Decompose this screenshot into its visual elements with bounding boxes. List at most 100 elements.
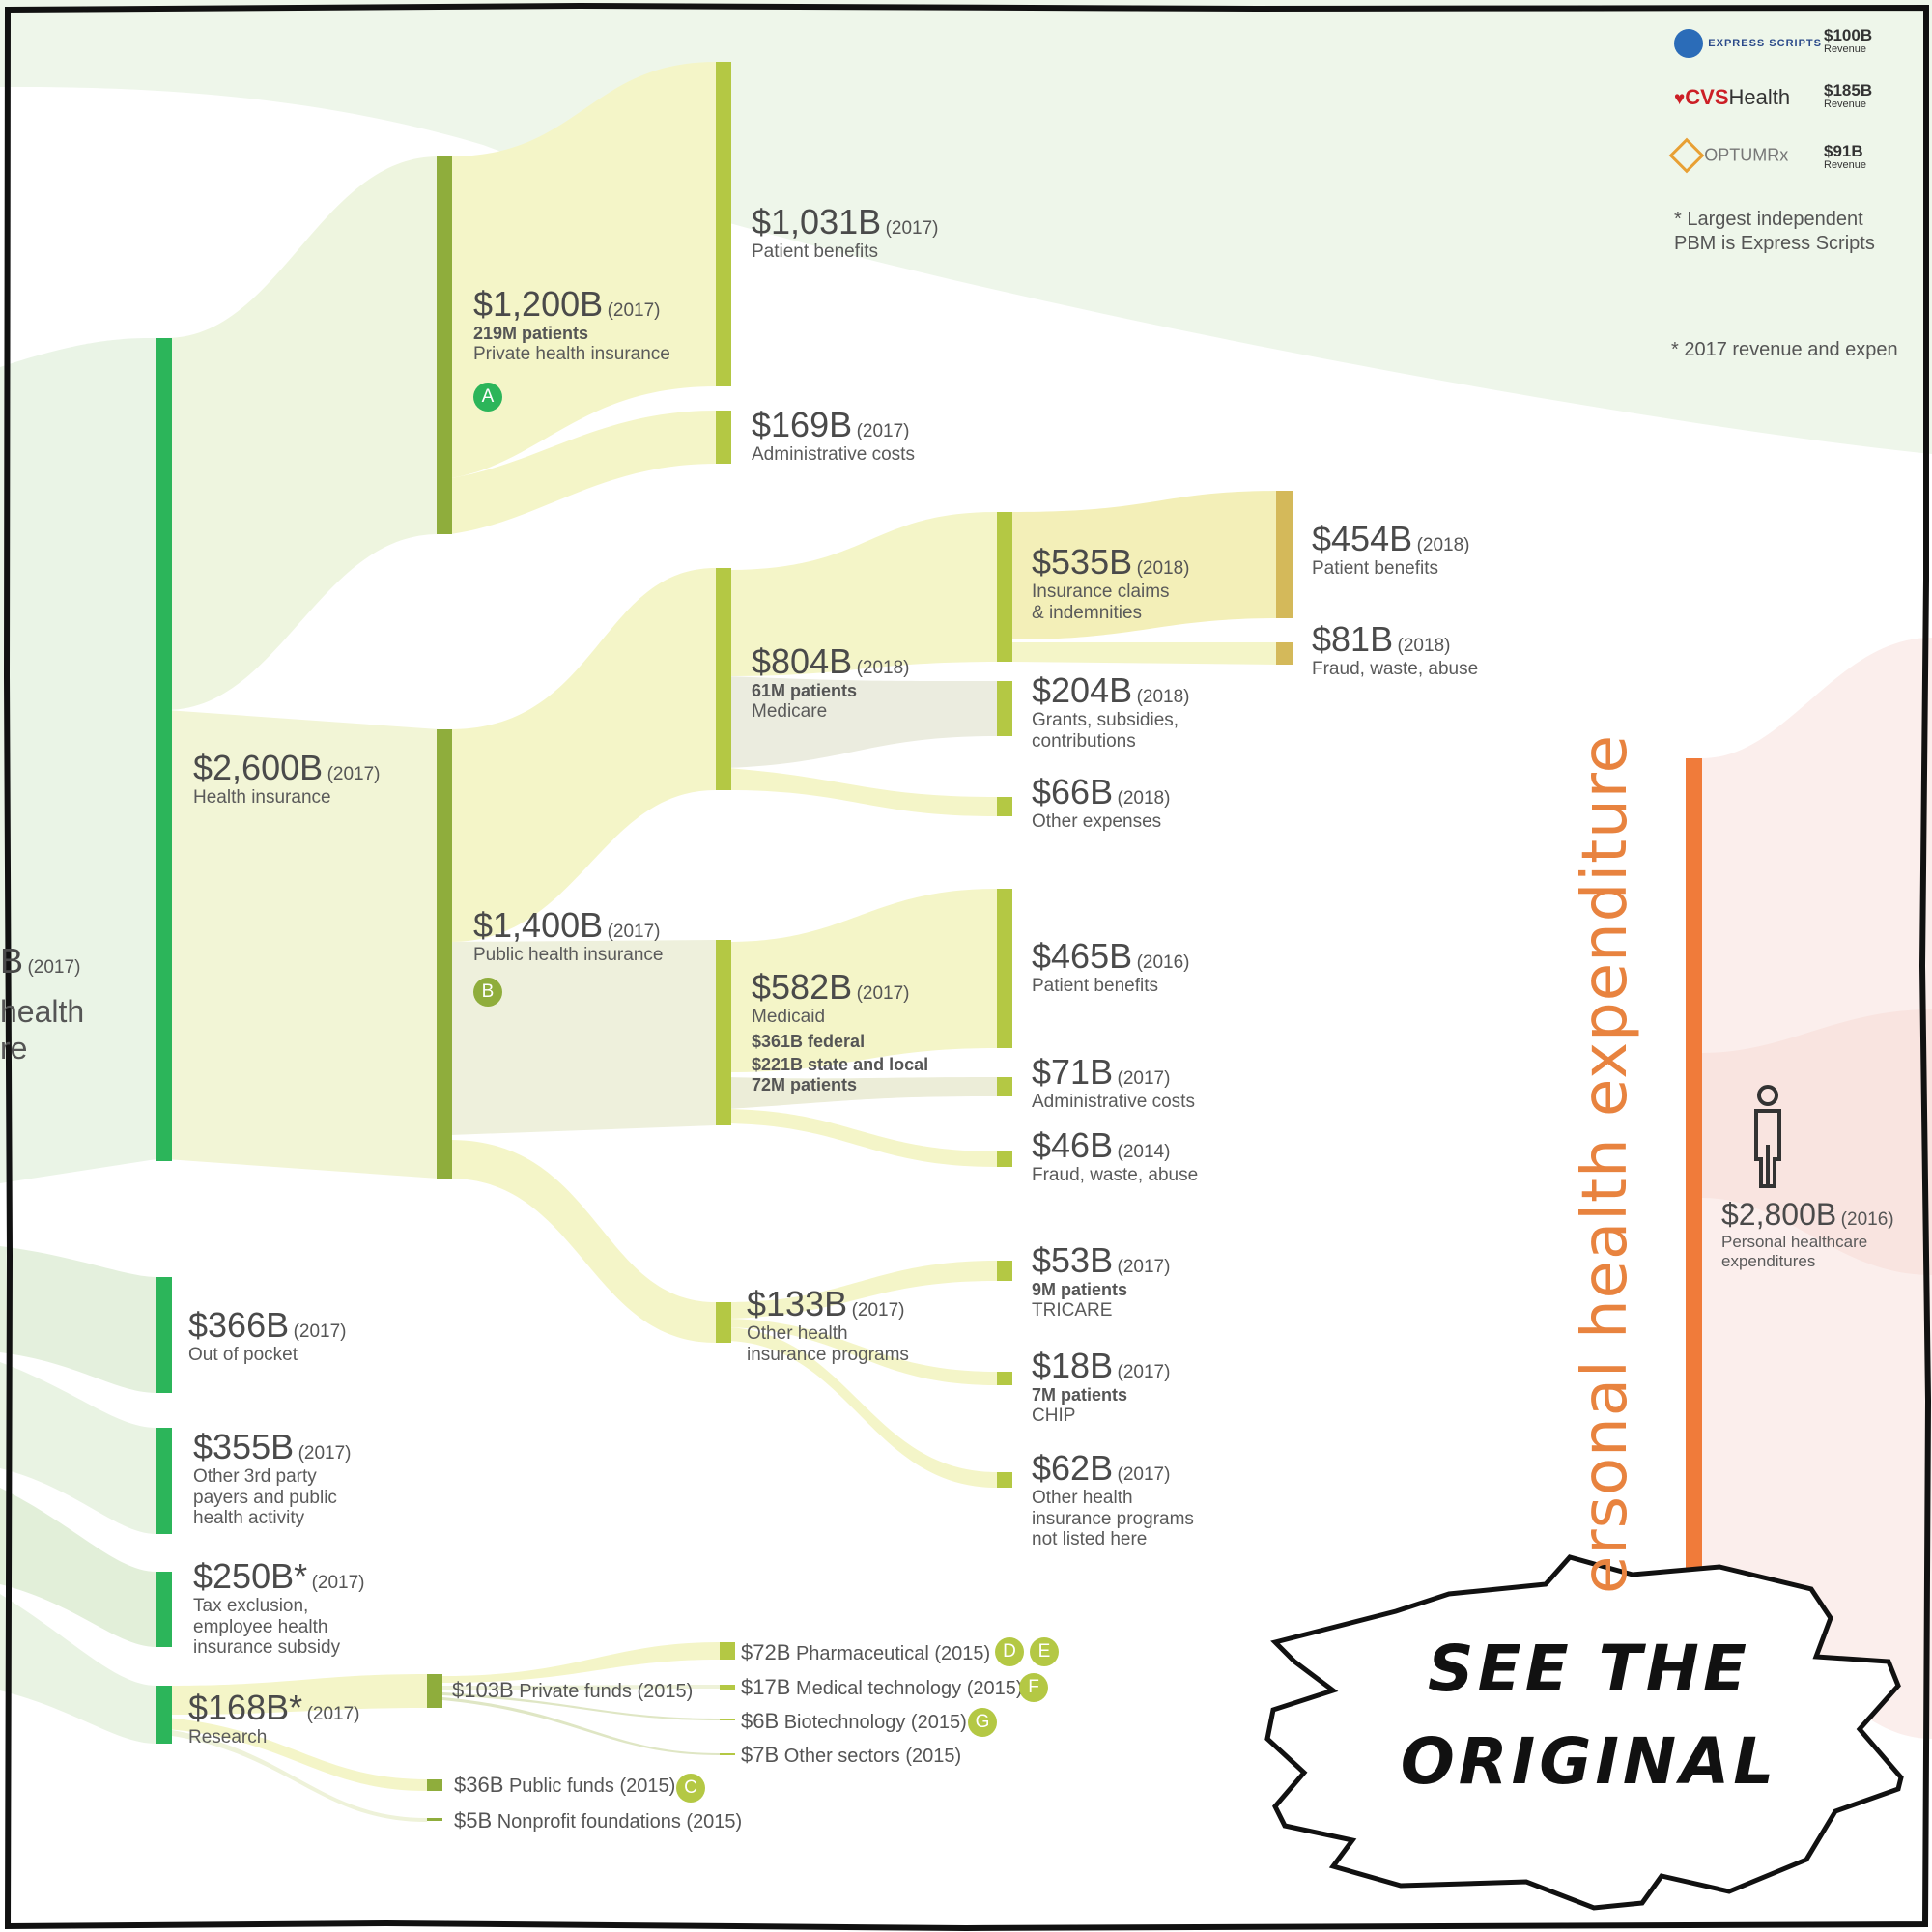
bar-medicare-grants [997, 681, 1012, 736]
see-original-burst [1264, 1554, 1904, 1911]
badge-b[interactable]: B [473, 978, 502, 1007]
year: (2017) [1117, 1257, 1171, 1277]
label-line-1: Grants, subsidies, [1032, 710, 1179, 731]
flow-research-nonprofit [166, 1729, 427, 1822]
value: $71B [1032, 1052, 1114, 1092]
value: $535B [1032, 542, 1133, 582]
flow-medicaid-fraud [727, 1109, 997, 1167]
year: (2018) [1397, 636, 1451, 656]
node-medicare: $804B (2018) 61M patients Medicare [752, 641, 909, 722]
label: Administrative costs [1032, 1092, 1195, 1113]
value: $17B [741, 1675, 791, 1699]
label: CHIP [1032, 1406, 1076, 1427]
value: $103B [452, 1678, 514, 1702]
flow-root-out-of-pocket [0, 1246, 156, 1393]
value: $6B [741, 1709, 780, 1733]
note-line-1: * Largest independent [1674, 209, 1863, 230]
label-line-2: insurance programs [1032, 1508, 1194, 1529]
node-public-health-insurance: $1,400B (2017) Public health insurance [473, 905, 663, 966]
see-the-original-text[interactable]: SEE THE ORIGINAL [1372, 1623, 1806, 1807]
node-public-funds: $36B Public funds (2015) [454, 1773, 675, 1798]
optum-icon [1668, 137, 1705, 174]
bar-medicaid-fraud [997, 1151, 1012, 1167]
node-health-insurance: $2,600B (2017) Health insurance [193, 748, 381, 809]
label-line-1: Other 3rd party [193, 1466, 317, 1488]
value: $81B [1312, 619, 1394, 659]
bar-medicare [716, 568, 731, 790]
node-private-funds: $103B Private funds (2015) [452, 1678, 693, 1703]
logo-text: OPTUMRx [1704, 145, 1789, 165]
year: (2017) [293, 1321, 347, 1342]
bar-private-admin [716, 411, 731, 464]
node-medicare-claims-fraud: $81B (2018) Fraud, waste, abuse [1312, 619, 1478, 680]
logo-text: EXPRESS SCRIPTS [1708, 38, 1822, 49]
revenue-value: $185B [1824, 81, 1873, 99]
value: $5B [454, 1808, 493, 1833]
optumrx-logo: OPTUMRx [1668, 137, 1789, 174]
year: (2017) [856, 983, 910, 1004]
flow-other-chip [727, 1319, 997, 1385]
flow-personal-pink-2 [1702, 1009, 1932, 1275]
value: $355B [193, 1427, 295, 1466]
label-line-2: contributions [1032, 730, 1136, 752]
year: (2014) [1117, 1142, 1171, 1162]
label: Patient benefits [752, 242, 878, 263]
express-scripts-icon [1674, 29, 1703, 58]
badge-d[interactable]: D [995, 1637, 1024, 1666]
flow-hi-private [166, 156, 439, 710]
root-value-fragment: B [0, 941, 24, 980]
value: $62B [1032, 1448, 1114, 1488]
bar-other-notlisted [997, 1472, 1012, 1488]
bar-biotech [720, 1719, 735, 1720]
badge-e[interactable]: E [1030, 1637, 1059, 1666]
label: Private funds (2015) [519, 1681, 694, 1702]
flow-other-notlisted [727, 1327, 997, 1488]
node-other-hip: $133B (2017) Other health insurance prog… [747, 1284, 909, 1365]
flow-claims-benefits [1012, 491, 1280, 639]
flow-private-benefits [450, 62, 716, 478]
flow-root-health-insurance [0, 338, 156, 1183]
label: Fraud, waste, abuse [1032, 1165, 1199, 1186]
flow-research-public [166, 1718, 427, 1791]
node-medical-technology: $17B Medical technology (2015) [741, 1675, 1023, 1700]
flow-root-tax [0, 1488, 156, 1647]
label-line-1: Other health [747, 1323, 848, 1345]
node-chip: $18B (2017) 7M patients CHIP [1032, 1346, 1170, 1427]
badge-g[interactable]: G [968, 1708, 997, 1737]
node-other-3rd-party: $355B (2017) Other 3rd party payers and … [193, 1427, 351, 1528]
bar-medicaid-admin [997, 1077, 1012, 1096]
value: $72B [741, 1640, 791, 1664]
label: Public funds (2015) [508, 1776, 676, 1797]
personal-health-expenditure-heading: ersonal health expenditure [1570, 733, 1641, 1594]
bar-private-benefits [716, 62, 731, 386]
flow-private-medtech [442, 1685, 720, 1690]
label: Patient benefits [1312, 558, 1438, 580]
node-tricare: $53B (2017) 9M patients TRICARE [1032, 1240, 1171, 1321]
patients: 219M patients [473, 324, 589, 344]
revenue-note: * 2017 revenue and expen [1671, 339, 1898, 360]
flow-private-admin [450, 411, 716, 534]
bar-medicare-other [997, 797, 1012, 816]
express-scripts-logo: EXPRESS SCRIPTS [1674, 29, 1822, 58]
label: Private health insurance [473, 344, 670, 365]
node-medicare-other: $66B (2018) Other expenses [1032, 772, 1171, 833]
year: (2018) [1117, 788, 1171, 809]
badge-a[interactable]: A [473, 383, 502, 412]
flow-medicare-other [727, 768, 997, 816]
revenue-value: $100B [1824, 26, 1873, 44]
value: $1,400B [473, 905, 604, 945]
node-biotechnology: $6B Biotechnology (2015) [741, 1709, 967, 1734]
value: $46B [1032, 1125, 1114, 1165]
value: $1,031B [752, 202, 882, 242]
label: Medicaid [752, 1007, 826, 1028]
bar-other-hip [716, 1302, 731, 1343]
badge-f[interactable]: F [1019, 1673, 1048, 1702]
flow-medicaid-benefits [727, 889, 997, 1072]
express-scripts-revenue: $100B Revenue [1824, 27, 1872, 55]
bar-claims-fraud [1276, 642, 1293, 665]
value: $2,800B [1721, 1197, 1837, 1232]
value: $204B [1032, 670, 1133, 710]
badge-c[interactable]: C [676, 1774, 705, 1803]
year: (2017) [327, 764, 381, 784]
